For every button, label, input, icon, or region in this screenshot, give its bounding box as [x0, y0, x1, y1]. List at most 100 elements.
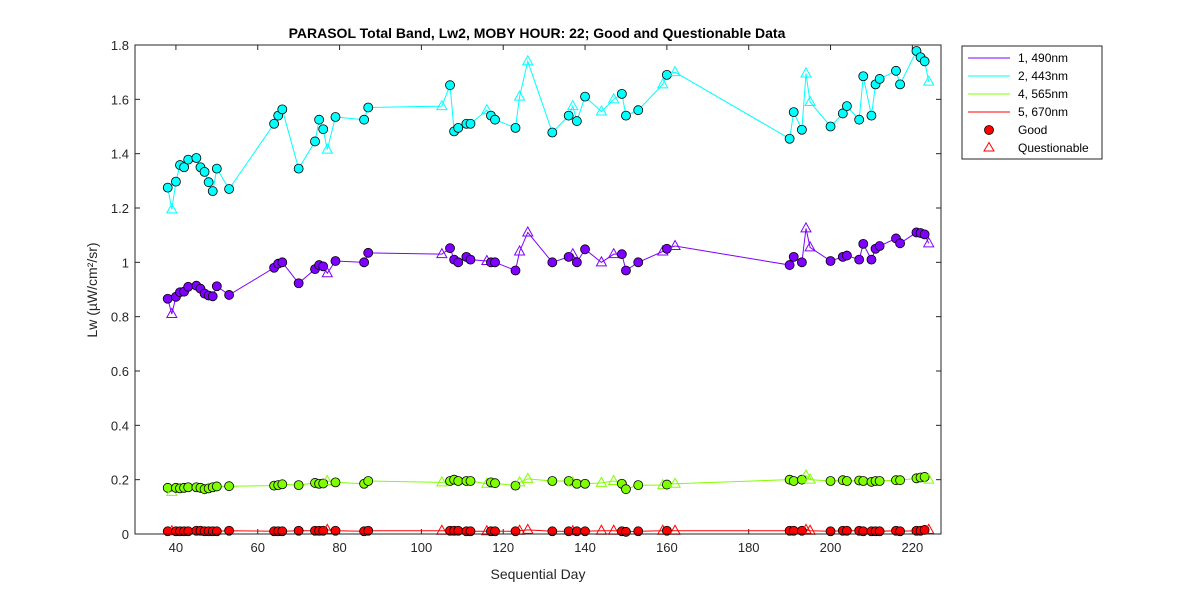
data-point-questionable	[607, 247, 620, 259]
data-point-good	[330, 477, 341, 488]
data-point-good	[633, 257, 644, 268]
legend-questionable-marker	[983, 141, 995, 152]
data-point-questionable	[436, 475, 448, 487]
data-point-good	[621, 110, 631, 121]
data-point-good	[788, 107, 799, 118]
data-point-good	[183, 154, 194, 165]
data-point-good	[825, 256, 836, 266]
data-point-good	[293, 525, 304, 536]
data-point-questionable	[607, 474, 620, 486]
plot-area	[134, 44, 942, 537]
data-point-questionable	[804, 240, 816, 252]
x-tick-labels: 40 60 80 100 120 140 160 180 200 220	[169, 540, 924, 555]
legend-label-good: Good	[1018, 123, 1047, 137]
data-point-good	[784, 260, 795, 270]
data-point-good	[453, 122, 464, 133]
data-point-good	[363, 247, 374, 258]
data-point-questionable	[165, 307, 178, 318]
x-tick-label: 80	[332, 540, 346, 555]
data-point-good	[510, 122, 521, 133]
data-point-good	[445, 243, 455, 254]
data-point-good	[854, 254, 865, 265]
data-point-good	[580, 244, 590, 255]
data-point-good	[858, 476, 869, 486]
data-point-good	[919, 229, 930, 240]
data-point-questionable	[436, 247, 448, 259]
data-point-questionable	[521, 472, 534, 483]
series-2-443nm	[162, 46, 935, 214]
data-point-good	[203, 177, 214, 188]
chart-title: PARASOL Total Band, Lw2, MOBY HOUR: 22; …	[289, 25, 786, 41]
data-point-questionable	[922, 473, 935, 484]
data-point-questionable	[800, 221, 812, 233]
data-point-good	[314, 114, 325, 125]
data-point-good	[363, 525, 374, 536]
data-point-good	[179, 162, 189, 173]
data-point-good	[866, 110, 877, 121]
y-tick-labels: 0 0.2 0.4 0.6 0.8 1 1.2 1.4 1.6 1.8	[111, 38, 129, 542]
legend: 1, 490nm 2, 443nm 4, 565nm 5, 670nm Good…	[961, 45, 1103, 160]
y-tick-label: 0.4	[111, 418, 129, 433]
x-tick-label: 120	[492, 540, 514, 555]
x-tick-label: 180	[738, 540, 760, 555]
series-layer	[162, 46, 935, 537]
data-point-good	[465, 118, 476, 129]
data-point-questionable	[595, 476, 608, 487]
data-point-good	[330, 256, 341, 266]
data-point-good	[661, 525, 672, 536]
legend-label-490: 1, 490nm	[1018, 51, 1068, 65]
x-tick-label: 140	[574, 540, 596, 555]
data-point-questionable	[521, 523, 534, 534]
data-point-good	[277, 104, 288, 115]
data-point-good	[224, 481, 235, 492]
data-point-questionable	[566, 99, 579, 111]
data-point-questionable	[669, 239, 681, 251]
legend-good-marker	[984, 125, 994, 135]
y-tick-label: 1	[122, 255, 129, 270]
data-point-good	[171, 176, 181, 187]
data-point-good	[854, 114, 865, 125]
data-point-questionable	[566, 247, 579, 259]
data-point-good	[359, 257, 370, 268]
data-point-questionable	[595, 255, 608, 267]
data-point-good	[616, 249, 627, 260]
data-point-questionable	[922, 75, 935, 86]
data-point-good	[919, 472, 930, 482]
data-point-questionable	[521, 225, 534, 237]
data-point-good	[445, 80, 455, 91]
data-point-questionable	[804, 473, 816, 484]
legend-box	[961, 45, 1103, 160]
data-point-questionable	[800, 66, 812, 78]
data-point-good	[874, 74, 885, 84]
data-point-good	[510, 265, 521, 276]
data-point-good	[788, 476, 799, 486]
data-point-good	[183, 482, 194, 493]
data-point-good	[895, 475, 905, 486]
data-point-good	[211, 481, 222, 492]
data-point-good	[784, 133, 795, 144]
data-point-good	[224, 290, 235, 300]
data-point-good	[580, 478, 590, 489]
data-point-good	[874, 476, 885, 486]
data-point-questionable	[165, 202, 178, 214]
data-point-good	[199, 166, 210, 177]
data-point-good	[858, 238, 869, 249]
data-point-good	[841, 250, 852, 261]
y-tick-label: 1.4	[111, 147, 129, 162]
y-tick-label: 0.6	[111, 364, 129, 379]
x-tick-label: 60	[251, 540, 265, 555]
data-point-questionable	[656, 77, 669, 89]
y-axis-label: Lw (µW/cm²/sr)	[84, 242, 100, 337]
data-point-good	[796, 124, 807, 135]
data-point-good	[866, 254, 877, 265]
x-tick-label: 220	[902, 540, 924, 555]
data-point-good	[224, 525, 235, 536]
data-point-good	[490, 114, 500, 125]
y-tick-label: 0.8	[111, 310, 129, 325]
data-point-good	[621, 484, 631, 495]
legend-label-565: 4, 565nm	[1018, 87, 1068, 101]
data-point-good	[788, 251, 799, 262]
data-point-good	[837, 108, 848, 119]
data-point-good	[621, 265, 631, 276]
